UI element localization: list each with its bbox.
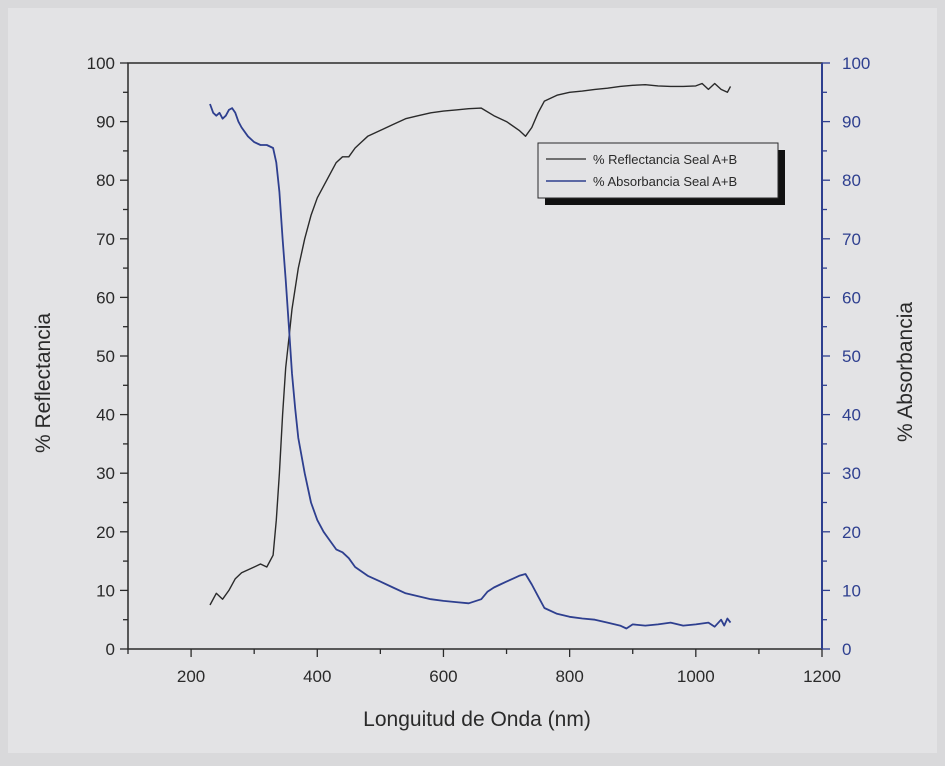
x-axis: 200 400 600 800 1000 1200	[127, 649, 841, 686]
x-tick-label: 1200	[803, 667, 841, 686]
y-axis-left: 0 10 20 30 40 50 60 70 80 90 100	[87, 54, 128, 659]
y2-tick-label: 100	[842, 54, 870, 73]
series-layer	[209, 82, 732, 630]
y-tick-label: 80	[96, 171, 115, 190]
y-tick-label: 30	[96, 464, 115, 483]
y2-tick-label: 80	[842, 171, 861, 190]
y2-tick-label: 0	[842, 640, 851, 659]
chart-background	[8, 8, 937, 753]
x-tick-label: 200	[177, 667, 205, 686]
x-tick-label: 800	[555, 667, 583, 686]
y-tick-label: 10	[96, 581, 115, 600]
y2-tick-label: 40	[842, 406, 861, 425]
x-tick-label: 600	[429, 667, 457, 686]
legend-label-absorbancia: % Absorbancia Seal A+B	[593, 174, 737, 189]
y2-tick-label: 10	[842, 581, 861, 600]
y-tick-label: 100	[87, 54, 115, 73]
y-tick-label: 20	[96, 523, 115, 542]
y-tick-label: 0	[106, 640, 115, 659]
legend-label-reflectancia: % Reflectancia Seal A+B	[593, 152, 737, 167]
y-tick-label: 40	[96, 406, 115, 425]
y-axis-right-title: % Absorbancia	[894, 302, 917, 442]
legend-box	[537, 142, 779, 199]
y-tick-label: 90	[96, 113, 115, 132]
y2-tick-label: 90	[842, 113, 861, 132]
y-axis-left-title: % Reflectancia	[32, 313, 55, 453]
y2-tick-label: 50	[842, 347, 861, 366]
x-axis-title: Longuitud de Onda (nm)	[363, 708, 591, 731]
y2-tick-label: 70	[842, 230, 861, 249]
y-tick-label: 70	[96, 230, 115, 249]
series-line-absorbancia	[209, 103, 732, 630]
y-tick-label: 50	[96, 347, 115, 366]
y-axis-right: 0 10 20 30 40 50 60 70 80 90 100	[821, 54, 870, 659]
legend: % Reflectancia Seal A+B % Absorbancia Se…	[537, 142, 785, 205]
x-tick-label: 400	[303, 667, 331, 686]
series-line-reflectancia	[209, 82, 732, 606]
y2-tick-label: 60	[842, 288, 861, 307]
x-tick-label: 1000	[677, 667, 715, 686]
y2-tick-label: 20	[842, 523, 861, 542]
y2-tick-label: 30	[842, 464, 861, 483]
y-tick-label: 60	[96, 288, 115, 307]
